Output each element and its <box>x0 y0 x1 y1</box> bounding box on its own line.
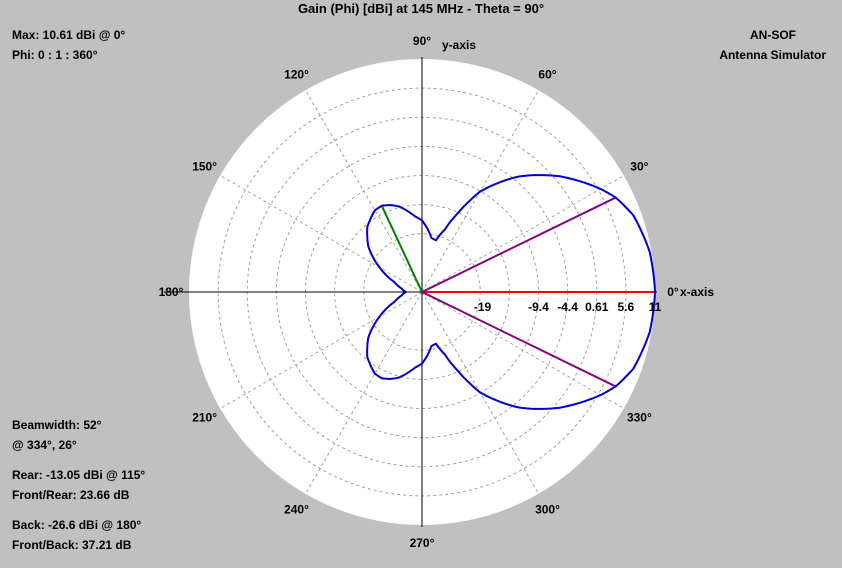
y-axis-label: y-axis <box>442 38 476 52</box>
radial-tick-label-0: -19 <box>474 300 492 314</box>
marker-rear <box>380 205 423 293</box>
angle-label-60: 60° <box>538 68 556 82</box>
grid-spoke-240 <box>305 291 423 495</box>
brand-subtitle: Antenna Simulator <box>719 48 826 62</box>
angle-label-330: 330° <box>627 411 652 425</box>
chart-title: Gain (Phi) [dBi] at 145 MHz - Theta = 90… <box>297 1 545 16</box>
radial-tick-label-4: 5.6 <box>617 300 634 314</box>
radial-tick-label-3: 0.61 <box>585 300 609 314</box>
radial-tick-label-5: 11 <box>649 300 662 314</box>
marker-beam-edge-lower <box>421 291 617 388</box>
front-rear-text: Front/Rear: 23.66 dB <box>12 488 130 502</box>
grid-spoke-150 <box>219 175 423 293</box>
radial-tick-label-2: -4.4 <box>557 300 578 314</box>
front-back-text: Front/Back: 37.21 dB <box>12 538 132 552</box>
radiation-pattern-line <box>366 174 657 410</box>
grid-spoke-120 <box>305 89 423 293</box>
back-gain-text: Back: -26.6 dBi @ 180° <box>12 518 142 532</box>
angle-label-120: 120° <box>284 68 309 82</box>
beam-angles-text: @ 334°, 26° <box>12 438 77 452</box>
angle-labels: 0° 30° 60° 90° 120° 150° 180° 210° 240° 270° 300° 3… <box>159 34 679 550</box>
angle-label-210: 210° <box>192 411 217 425</box>
radial-tick-labels: -19 -9.4 -4.4 0.61 5.6 11 <box>474 300 662 314</box>
rear-gain-text: Rear: -13.05 dBi @ 115° <box>12 468 146 482</box>
angle-label-300: 300° <box>535 502 560 516</box>
marker-lines <box>380 196 655 388</box>
grid-spoke-30 <box>421 175 625 293</box>
beamwidth-text: Beamwidth: 52° <box>12 418 102 432</box>
angle-label-150: 150° <box>192 160 217 174</box>
angle-label-270: 270° <box>410 536 435 550</box>
angle-label-90: 90° <box>413 34 431 48</box>
angle-label-30: 30° <box>630 160 648 174</box>
angle-label-180: 180° <box>159 285 184 299</box>
phi-range-text: Phi: 0 : 1 : 360° <box>12 48 98 62</box>
grid-spoke-210 <box>219 291 423 409</box>
max-gain-text: Max: 10.61 dBi @ 0° <box>12 28 126 42</box>
angle-label-0: 0° <box>667 285 679 299</box>
radial-tick-label-1: -9.4 <box>528 300 549 314</box>
brand-name: AN-SOF <box>750 28 796 42</box>
marker-beam-edge-upper <box>421 196 617 293</box>
x-axis-label: x-axis <box>680 285 714 299</box>
grid-spoke-330 <box>421 291 625 409</box>
angle-label-240: 240° <box>284 502 309 516</box>
